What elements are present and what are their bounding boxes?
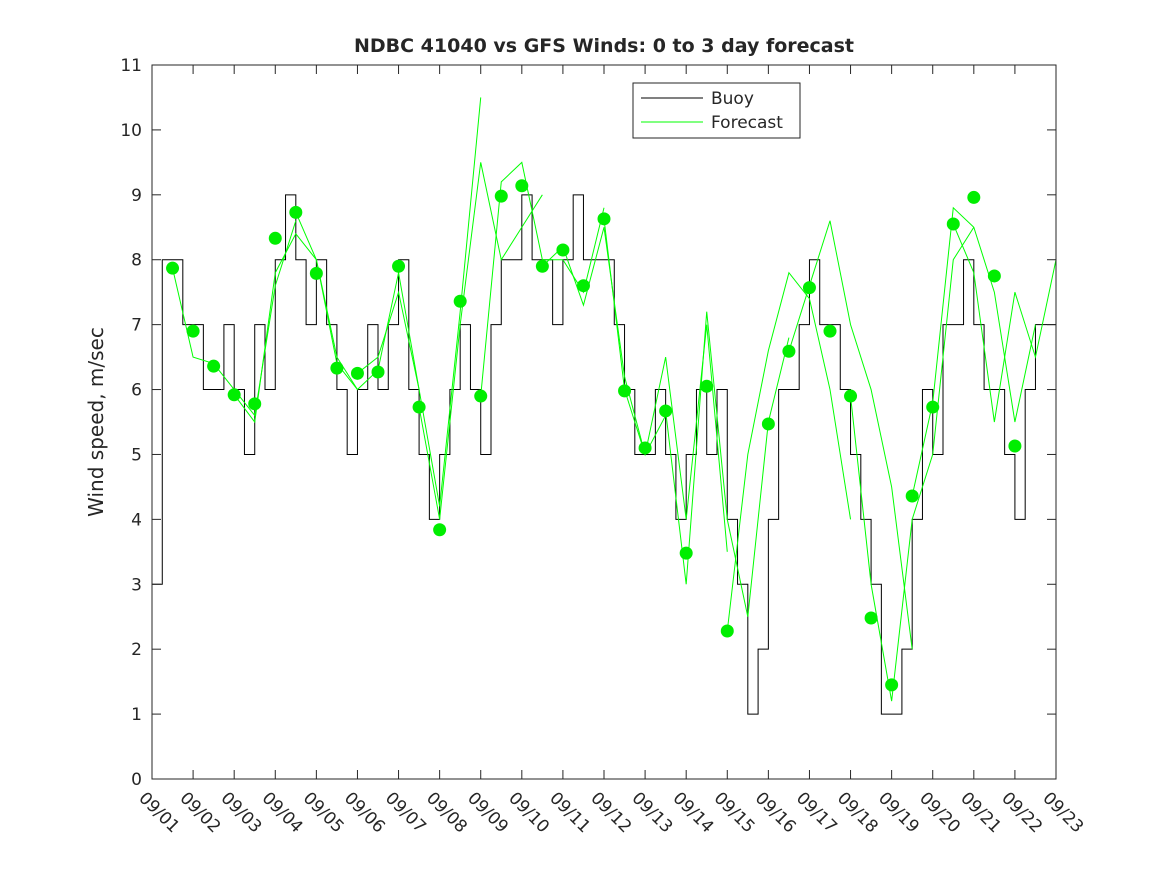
forecast-analysis-point	[535, 259, 549, 273]
x-tick-label: 09/23	[1038, 788, 1087, 837]
forecast-analysis-point	[186, 324, 200, 338]
forecast-analysis-point	[576, 279, 590, 293]
x-tick-label: 09/04	[258, 788, 307, 837]
x-tick-label: 09/19	[874, 788, 923, 837]
forecast-analysis-point	[618, 384, 632, 398]
forecast-analysis-point	[268, 231, 282, 245]
y-tick-label: 10	[120, 121, 142, 141]
forecast-run-line-4	[418, 162, 543, 520]
forecast-run-line-6	[542, 227, 667, 456]
x-tick-label: 09/20	[915, 788, 964, 837]
x-tick-label: 09/17	[792, 788, 841, 837]
x-tick-label: 09/12	[586, 788, 635, 837]
forecast-analysis-point	[350, 366, 364, 380]
y-tick-label: 11	[120, 56, 142, 76]
plot-area-frame	[151, 64, 1057, 780]
forecast-analysis-point	[392, 259, 406, 273]
forecast-analysis-point	[885, 678, 899, 692]
forecast-analysis-point	[433, 523, 447, 537]
y-tick-label: 7	[131, 316, 142, 336]
forecast-analysis-point	[474, 389, 488, 403]
forecast-analysis-point	[761, 417, 775, 431]
forecast-analysis-point	[515, 179, 529, 193]
forecast-run-line-13	[952, 223, 1057, 423]
forecast-analysis-point	[720, 624, 734, 638]
y-tick-label: 8	[131, 251, 142, 271]
x-tick-label: 09/18	[833, 788, 882, 837]
legend-forecast-label: Forecast	[711, 113, 783, 133]
axis-ticks: 0123456789101109/0109/0209/0309/0409/050…	[120, 56, 1087, 837]
forecast-analysis-point	[905, 489, 919, 503]
forecast-analysis-point	[248, 397, 262, 411]
forecast-analysis-point	[823, 324, 837, 338]
forecast-analysis-point	[802, 281, 816, 295]
forecast-analysis-point	[166, 261, 180, 275]
forecast-analysis-point	[967, 190, 981, 204]
y-tick-label: 6	[131, 381, 142, 401]
x-tick-label: 09/06	[340, 788, 389, 837]
forecast-analysis-point	[453, 294, 467, 308]
forecast-analysis-point	[597, 212, 611, 226]
forecast-run-line-11	[850, 227, 975, 702]
forecast-analysis-point	[926, 400, 940, 414]
legend-buoy-label: Buoy	[711, 89, 754, 109]
x-tick-label: 09/14	[669, 788, 718, 837]
y-axis-label: Wind speed, m/sec	[84, 327, 108, 517]
x-tick-label: 09/07	[381, 788, 430, 837]
y-tick-label: 3	[131, 575, 142, 595]
forecast-analysis-point	[309, 266, 323, 280]
x-tick-label: 09/05	[299, 788, 348, 837]
plot-marks	[152, 97, 1057, 715]
y-tick-label: 0	[131, 770, 142, 790]
forecast-run-line-3	[357, 97, 482, 507]
forecast-analysis-point	[659, 404, 673, 418]
x-tick-label: 09/09	[463, 788, 512, 837]
forecast-analysis-point	[412, 400, 426, 414]
forecast-analysis-point	[700, 379, 714, 393]
x-tick-label: 09/15	[710, 788, 759, 837]
forecast-analysis-point	[782, 344, 796, 358]
y-tick-label: 4	[131, 510, 142, 530]
forecast-run-line-1	[233, 232, 358, 424]
forecast-analysis-point	[1008, 439, 1022, 453]
forecast-run-line-9	[726, 271, 852, 632]
forecast-analysis-point	[987, 269, 1001, 283]
y-tick-label: 1	[131, 705, 142, 725]
forecast-analysis-point	[494, 189, 508, 203]
y-tick-label: 9	[131, 186, 142, 206]
y-tick-label: 2	[131, 640, 142, 660]
x-tick-label: 09/13	[628, 788, 677, 837]
forecast-analysis-point	[289, 205, 303, 219]
x-tick-label: 09/08	[422, 788, 471, 837]
chart-title: NDBC 41040 vs GFS Winds: 0 to 3 day fore…	[354, 35, 854, 57]
forecast-analysis-point	[330, 361, 344, 375]
legend: Buoy Forecast	[632, 82, 801, 139]
forecast-analysis-point	[371, 365, 385, 379]
forecast-run-line-12	[911, 206, 1036, 497]
forecast-analysis-point	[864, 611, 878, 625]
x-tick-label: 09/16	[751, 788, 800, 837]
x-tick-label: 09/22	[997, 788, 1046, 837]
x-tick-label: 09/10	[504, 788, 553, 837]
forecast-analysis-point	[227, 388, 241, 402]
forecast-analysis-point	[207, 359, 221, 373]
x-tick-label: 09/21	[956, 788, 1005, 837]
x-tick-label: 09/03	[217, 788, 266, 837]
forecast-analysis-point	[946, 217, 960, 231]
x-tick-label: 09/11	[545, 788, 594, 837]
forecast-analysis-point	[844, 389, 858, 403]
x-tick-label: 09/01	[134, 788, 183, 837]
legend-box	[632, 82, 801, 139]
forecast-analysis-point	[679, 546, 693, 560]
y-tick-label: 5	[131, 445, 142, 465]
buoy-series-line	[152, 194, 1056, 715]
forecast-analysis-point	[556, 243, 570, 257]
x-tick-label: 09/02	[176, 788, 225, 837]
forecast-analysis-point	[638, 441, 652, 455]
